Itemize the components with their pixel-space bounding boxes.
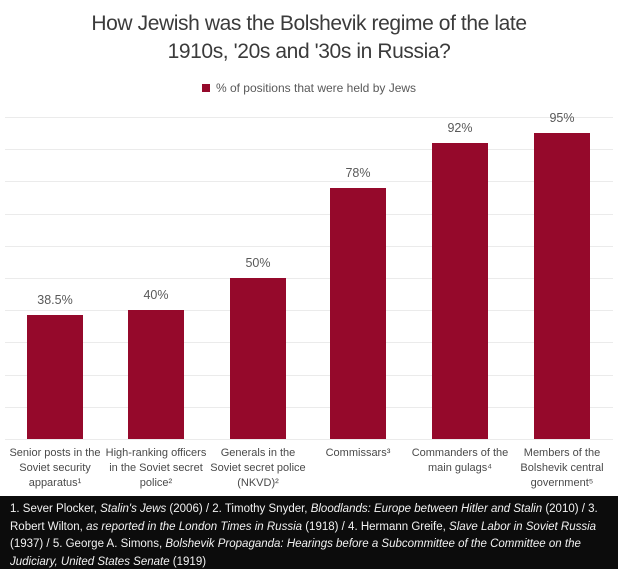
gridline — [5, 310, 613, 312]
gridline — [5, 149, 613, 151]
bar-value-label: 40% — [143, 288, 169, 302]
bar-category-label: Commissars³ — [325, 447, 391, 459]
footnote-segment: Slave Labor in Soviet Russia — [449, 520, 597, 533]
gridline — [5, 374, 613, 376]
bar-value-label: 92% — [447, 121, 473, 135]
bar-1 — [27, 315, 83, 439]
bar-value-label: 38.5% — [37, 293, 73, 307]
legend: % of positions that were held by Jews — [0, 81, 618, 95]
footnote-segment: as reported in the London Times in Russi… — [86, 520, 303, 533]
bar-category-label: Senior posts in the Soviet security appa… — [9, 447, 101, 489]
legend-label: % of positions that were held by Jews — [215, 81, 417, 95]
footnote-segment: Stalin's Jews — [100, 503, 167, 515]
footnote-segment: (1937) / 5. George A. Simons, — [10, 538, 166, 550]
bar-2 — [128, 310, 184, 439]
bar-4 — [330, 188, 386, 439]
bar-value-label: 50% — [245, 256, 271, 270]
chart-title: How Jewish was the Bolshevik regime of t… — [91, 12, 527, 63]
bar-category-label: Generals in the Soviet secret police (NK… — [210, 447, 306, 489]
bar-3 — [230, 278, 286, 439]
legend-swatch-icon — [201, 84, 210, 92]
gridline — [5, 342, 613, 344]
bar-category-label: Commanders of the main gulags⁴ — [411, 447, 509, 474]
bar-6 — [534, 133, 590, 439]
bar-category-label: Members of the Bolshevik central governm… — [520, 447, 604, 489]
gridline — [5, 406, 613, 408]
gridline — [5, 117, 613, 118]
plot-area: 38.5% Senior posts in the Soviet security… — [5, 110, 613, 489]
gridline — [5, 181, 613, 183]
footnote-segment: Bolshevik Propaganda: Hearings before a … — [10, 538, 581, 568]
gridline — [5, 278, 613, 279]
bar-value-label: 78% — [345, 166, 371, 180]
footnote-segment: Bloodlands: Europe between Hitler and St… — [310, 503, 543, 515]
bar-category-label: High-ranking officers in the Soviet secr… — [105, 447, 207, 489]
gridline — [5, 245, 613, 247]
footnotes-bar: 1. Sever Plocker, Stalin's Jews (2006) /… — [0, 496, 618, 569]
footnote-segment: (1919) — [169, 555, 207, 568]
footnote-segment: (2010) / 3. Robert Wilton, — [10, 503, 598, 533]
footnote-segment: 1. Sever Plocker, — [10, 503, 101, 515]
footnote-segment: (1918) / 4. Hermann Greife, — [302, 520, 450, 533]
bar-5 — [432, 143, 488, 439]
footnote-segment: (2006) / 2. Timothy Snyder, — [166, 503, 311, 515]
gridline — [5, 213, 613, 215]
gridline — [5, 439, 613, 440]
bar-value-label: 95% — [549, 111, 575, 125]
